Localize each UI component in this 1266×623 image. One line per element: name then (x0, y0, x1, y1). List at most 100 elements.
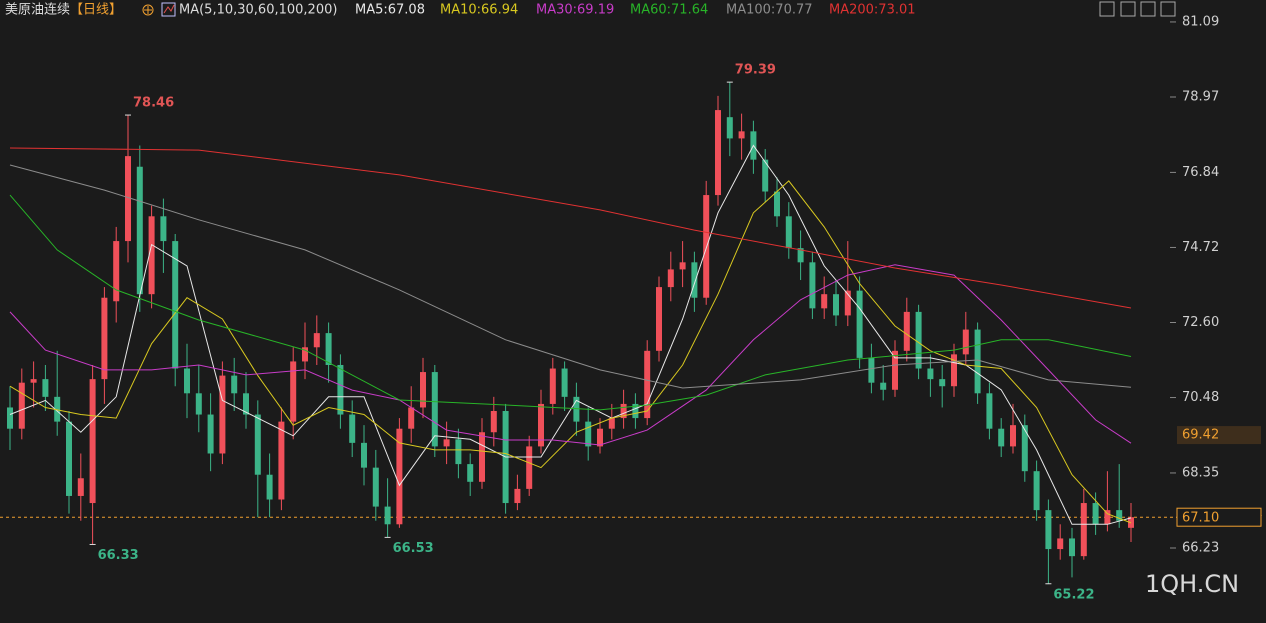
candle-body (679, 262, 686, 270)
candle-body (172, 241, 179, 369)
candle-body (1116, 510, 1123, 521)
ma-label: MA(5,10,30,60,100,200) (179, 3, 337, 18)
candle-body (597, 428, 603, 447)
candle-body (66, 421, 72, 496)
candle-body (113, 241, 120, 302)
candle-body (313, 333, 320, 348)
candle-body (207, 414, 214, 454)
candle-body (1033, 471, 1040, 511)
high-label: 79.39 (735, 63, 776, 78)
tool-button[interactable] (1120, 1, 1136, 17)
candle-body (726, 117, 733, 139)
candle-body (1092, 503, 1099, 525)
candle-body (136, 166, 143, 295)
candle-body (254, 414, 261, 475)
candle-body (89, 379, 96, 504)
candle-body (1080, 503, 1087, 557)
candle-body (325, 333, 332, 365)
y-tick-label: 72.60 (1182, 315, 1219, 330)
tool-button[interactable] (1160, 1, 1176, 17)
candle-body (880, 382, 887, 390)
indicator-icon[interactable] (161, 2, 176, 17)
candle-body (986, 393, 993, 429)
marker-price-box (1177, 426, 1261, 445)
candle-body (667, 269, 674, 288)
y-tick-label: 70.48 (1182, 390, 1219, 405)
candle-body (833, 294, 839, 316)
candle-body (951, 354, 957, 387)
period-label[interactable]: 【日线】 (70, 3, 122, 18)
candle-body (915, 311, 922, 369)
candle-body (408, 407, 415, 429)
ma-line (9, 147, 1132, 309)
ma-line (9, 164, 1132, 389)
candle-body (278, 421, 285, 500)
candle-body (585, 421, 592, 447)
candle-body (797, 248, 804, 263)
low-label: 66.33 (98, 548, 139, 563)
tool-button[interactable] (1099, 1, 1115, 17)
candle-body (443, 439, 450, 447)
candle-body (77, 478, 84, 496)
legend-entry: MA60:71.64 (630, 3, 708, 18)
candle-body (184, 368, 190, 394)
candle-body (372, 467, 379, 507)
candle-body (302, 347, 308, 362)
chart-title: 美原油连续 (5, 2, 70, 18)
candle-body (691, 262, 698, 298)
candle-body (1045, 510, 1052, 550)
y-tick-label: 74.72 (1182, 240, 1219, 255)
add-icon[interactable] (142, 4, 154, 16)
candle-body (715, 110, 721, 196)
candle-body (526, 446, 533, 489)
tool-button[interactable] (1140, 1, 1156, 17)
legend-entry: MA200:73.01 (829, 3, 916, 18)
candle-body (608, 418, 615, 429)
candle-body (54, 396, 61, 422)
candle-body (927, 368, 934, 380)
candle-body (266, 474, 273, 500)
candle-body (1057, 538, 1064, 550)
legend-entry: MA30:69.19 (536, 3, 614, 18)
candle-body (514, 488, 521, 504)
candle-body (892, 350, 898, 390)
candle-body (243, 393, 249, 415)
candle-body (538, 403, 544, 447)
candle-body (479, 432, 485, 482)
candle-body (974, 329, 981, 394)
candle-body (962, 329, 969, 355)
candle-body (549, 368, 556, 404)
candle-body (762, 159, 769, 192)
candle-body (160, 216, 167, 242)
candle-body (337, 364, 344, 415)
y-tick-label: 68.35 (1182, 465, 1219, 480)
candle-body (290, 361, 297, 422)
candle-body (573, 396, 580, 422)
current-price-label: 67.10 (1182, 511, 1219, 526)
candle-body (939, 379, 946, 387)
low-label: 65.22 (1053, 587, 1094, 602)
candle-body (231, 375, 238, 394)
candle-body (420, 372, 426, 408)
candle-body (703, 195, 710, 298)
candle-body (620, 403, 627, 419)
candle-body (431, 372, 438, 447)
candle-body (903, 311, 910, 351)
candle-body (1069, 538, 1075, 557)
candle-body (632, 403, 639, 419)
candle-body (349, 414, 356, 443)
candle-body (644, 350, 651, 419)
candle-body (455, 439, 462, 465)
watermark: 1QH.CN (1145, 570, 1239, 598)
candle-body (18, 382, 25, 429)
candle-body (1104, 510, 1111, 525)
candle-body (148, 216, 155, 295)
candle-body (1021, 425, 1028, 472)
legend-entry: MA100:70.77 (726, 3, 813, 18)
candle-body (125, 156, 131, 242)
candle-body (844, 290, 851, 316)
candle-body (219, 375, 226, 454)
candle-body (785, 216, 792, 249)
